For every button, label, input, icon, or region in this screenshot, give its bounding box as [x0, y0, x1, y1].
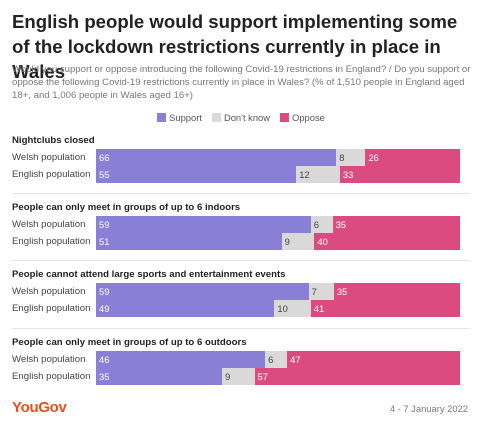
- legend-swatch-dontknow: [211, 113, 221, 122]
- legend-item-dontknow: Don't know: [211, 112, 271, 123]
- group-title: People cannot attend large sports and en…: [12, 269, 286, 280]
- bar-segment-dontknow: 6: [310, 216, 333, 233]
- legend-label-support: Support: [169, 112, 202, 123]
- bar-segment-dontknow: 9: [222, 368, 255, 385]
- bar-segment-dontknow: 10: [274, 300, 311, 317]
- legend-label-oppose: Oppose: [292, 112, 325, 123]
- bar-segment-support: 51: [96, 233, 282, 250]
- bar-segment-dontknow: 7: [308, 283, 334, 300]
- row-label: English population: [12, 236, 91, 247]
- group-divider: [12, 328, 470, 329]
- group-divider: [12, 193, 470, 194]
- bar-segment-dontknow: 9: [281, 233, 315, 250]
- bar-segment-support: 49: [96, 300, 275, 317]
- bar-segment-dontknow: 12: [296, 166, 340, 183]
- bar-row: 51 9 40: [96, 233, 460, 250]
- row-label: English population: [12, 169, 91, 180]
- bar-segment-dontknow: 8: [336, 149, 366, 166]
- group-title: People can only meet in groups of up to …: [12, 202, 241, 213]
- bar-segment-oppose: 57: [254, 368, 460, 385]
- legend-item-support: Support: [157, 112, 202, 123]
- bar-segment-support: 59: [96, 216, 311, 233]
- legend-item-oppose: Oppose: [280, 112, 325, 123]
- bar-row: 35 9 57: [96, 368, 460, 385]
- chart-title: English people would support implementin…: [12, 11, 458, 82]
- row-label: Welsh population: [12, 219, 86, 230]
- legend-label-dontknow: Don't know: [223, 112, 271, 123]
- bar-row: 59 7 35: [96, 283, 460, 300]
- bar-segment-oppose: 35: [333, 283, 460, 300]
- bar-segment-support: 55: [96, 166, 297, 183]
- legend-swatch-support: [157, 113, 167, 122]
- bar-segment-oppose: 41: [310, 300, 460, 317]
- group-title: People can only meet in groups of up to …: [12, 337, 247, 348]
- bar-segment-dontknow: 6: [265, 351, 288, 368]
- legend: Support Don't know Oppose: [0, 112, 482, 123]
- chart-subtitle: Would you support or oppose introducing …: [12, 64, 471, 101]
- bar-row: 59 6 35: [96, 216, 460, 233]
- bar-segment-support: 46: [96, 351, 266, 368]
- group-title: Nightclubs closed: [12, 135, 95, 146]
- bar-segment-support: 66: [96, 149, 337, 166]
- bar-segment-oppose: 33: [339, 166, 460, 183]
- row-label: English population: [12, 371, 91, 382]
- group-divider: [12, 260, 470, 261]
- yougov-logo: YouGov: [12, 399, 67, 416]
- row-label: Welsh population: [12, 354, 86, 365]
- bar-row: 66 8 26: [96, 149, 460, 166]
- bar-row: 46 6 47: [96, 351, 460, 368]
- row-label: Welsh population: [12, 286, 86, 297]
- bar-segment-support: 59: [96, 283, 309, 300]
- bar-segment-support: 35: [96, 368, 223, 385]
- row-label: Welsh population: [12, 152, 86, 163]
- bar-segment-oppose: 47: [287, 351, 460, 368]
- legend-swatch-oppose: [280, 113, 290, 122]
- bar-segment-oppose: 40: [314, 233, 460, 250]
- bar-row: 49 10 41: [96, 300, 460, 317]
- row-label: English population: [12, 303, 91, 314]
- bar-segment-oppose: 26: [365, 149, 460, 166]
- survey-date: 4 - 7 January 2022: [389, 403, 468, 414]
- bar-segment-oppose: 35: [332, 216, 460, 233]
- bar-row: 55 12 33: [96, 166, 460, 183]
